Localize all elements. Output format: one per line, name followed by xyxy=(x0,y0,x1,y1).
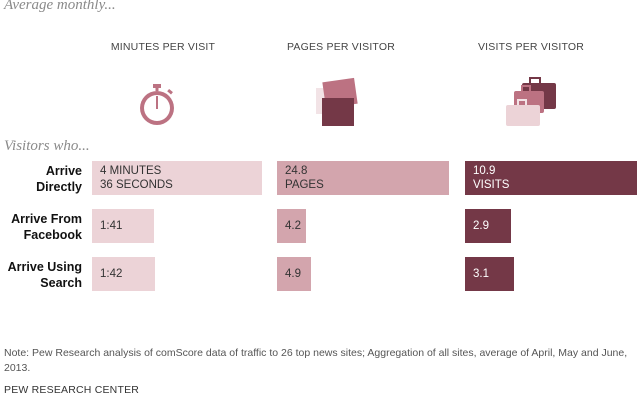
bar-label-visits-1: 2.9 xyxy=(473,220,489,232)
stopwatch-icon xyxy=(140,84,174,125)
bar-minutes-1 xyxy=(92,209,154,243)
bar-label-minutes-1: 1:41 xyxy=(100,220,123,232)
bar-minutes-2 xyxy=(92,257,155,291)
row-label-arrive-facebook: Arrive From Facebook xyxy=(11,212,82,242)
suitcases-icon xyxy=(506,77,556,126)
bar-label-minutes-2: 1:42 xyxy=(100,268,123,280)
bar-visits-0 xyxy=(465,161,637,195)
column-header-minutes: MINUTES PER VISIT xyxy=(110,41,216,53)
bar-visits-1 xyxy=(465,209,511,243)
pages-icon xyxy=(316,77,358,126)
bar-label-visits-2: 3.1 xyxy=(473,268,489,280)
bar-label-pages-1: 4.2 xyxy=(285,220,301,232)
column-header-visits: VISITS PER VISITOR xyxy=(477,41,585,53)
bar-pages-0 xyxy=(277,161,449,195)
bar-label-visits-0: 10.9 VISITS xyxy=(473,165,510,191)
row-label-arrive-directly: Arrive Directly xyxy=(36,164,82,194)
bar-pages-1 xyxy=(277,209,306,243)
visitors-label: Visitors who... xyxy=(4,138,90,154)
chart-subtitle: Average monthly... xyxy=(4,0,116,13)
column-header-pages: PAGES PER VISITOR xyxy=(286,41,396,53)
bar-minutes-0 xyxy=(92,161,262,195)
chart-note: Note: Pew Research analysis of comScore … xyxy=(4,347,628,374)
chart-credit: PEW RESEARCH CENTER xyxy=(4,384,140,396)
bar-visits-2 xyxy=(465,257,514,291)
bar-label-pages-2: 4.9 xyxy=(285,268,301,280)
bar-pages-2 xyxy=(277,257,311,291)
bar-label-pages-0: 24.8 PAGES xyxy=(285,165,324,191)
bar-label-minutes-0: 4 MINUTES 36 SECONDS xyxy=(100,165,173,191)
row-label-arrive-search: Arrive Using Search xyxy=(7,260,82,290)
